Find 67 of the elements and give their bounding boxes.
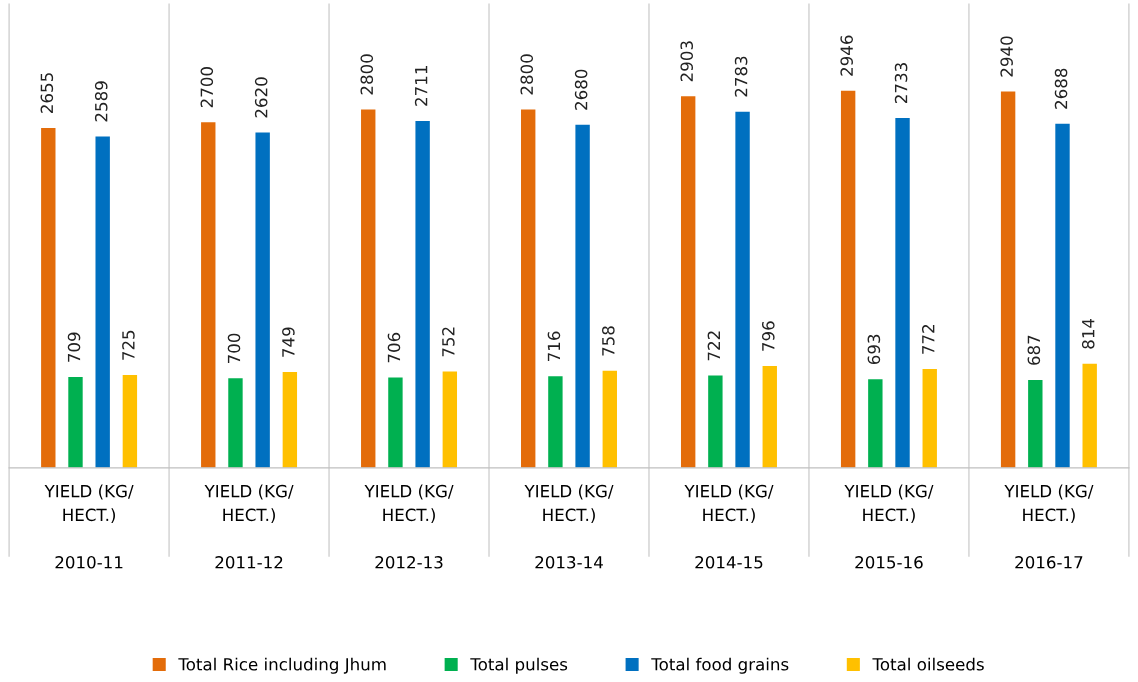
category-label: YIELD (KG/ HECT.) 2010-11 <box>44 484 134 569</box>
data-label: 2589 <box>94 81 108 122</box>
data-label: 752 <box>442 327 455 357</box>
category-label: YIELD (KG/ HECT.) 2014-15 <box>684 484 774 569</box>
data-label: 758 <box>602 326 615 356</box>
legend-label: Total pulses <box>470 657 568 674</box>
bar <box>895 118 910 468</box>
data-label: 2783 <box>734 56 748 97</box>
legend-label: Total oilseeds <box>872 657 984 671</box>
bar <box>201 122 216 468</box>
data-label: 2711 <box>414 66 428 106</box>
bar <box>361 109 376 468</box>
bar <box>602 370 617 468</box>
bar <box>442 371 458 468</box>
data-label: 749 <box>282 327 295 357</box>
bar <box>868 379 883 468</box>
bar <box>41 128 56 468</box>
bar <box>68 377 83 468</box>
data-label: 2940 <box>1000 36 1013 77</box>
category-label: YIELD (KG/ HECT.) 2015-16 <box>844 484 934 569</box>
category-label: YIELD (KG/ HECT.) 2012-13 <box>364 484 454 569</box>
bar <box>1000 91 1016 468</box>
bar <box>388 377 403 468</box>
data-label: 2946 <box>840 35 853 76</box>
bar <box>1082 363 1097 468</box>
data-label: 2733 <box>894 63 908 103</box>
bar <box>95 136 110 468</box>
bar <box>680 96 696 468</box>
category-label: YIELD (KG/ HECT.) 2016-17 <box>1004 484 1094 569</box>
data-label: 709 <box>67 332 81 362</box>
data-label: 700 <box>227 333 241 364</box>
data-label: 725 <box>122 330 135 360</box>
data-label: 722 <box>707 331 720 361</box>
bar <box>228 378 243 468</box>
bar <box>548 376 563 468</box>
data-label: 814 <box>1081 318 1095 349</box>
bar <box>708 375 723 468</box>
data-label: 2700 <box>200 67 214 108</box>
legend-label: Total food grains <box>651 657 789 674</box>
category-label: YIELD (KG/ HECT.) 2011-12 <box>204 484 294 569</box>
legend-label: Total Rice including Jhum <box>178 657 386 674</box>
data-label: 2680 <box>574 69 588 110</box>
bar <box>1055 123 1070 468</box>
bar <box>840 90 856 468</box>
data-label: 772 <box>921 325 935 354</box>
data-label: 2800 <box>520 54 534 95</box>
data-label: 716 <box>547 331 561 361</box>
data-label: 2903 <box>680 41 694 82</box>
bar <box>922 369 937 468</box>
data-label: 693 <box>867 334 881 365</box>
bar <box>122 375 138 468</box>
bar <box>255 132 270 468</box>
bar <box>1028 379 1043 468</box>
bar <box>735 111 750 468</box>
data-label: 2620 <box>254 77 268 118</box>
data-label: 2688 <box>1054 68 1068 109</box>
data-label: 2655 <box>40 73 54 113</box>
bar <box>575 124 590 468</box>
data-label: 796 <box>761 321 775 351</box>
bar <box>521 109 536 468</box>
category-label: YIELD (KG/ HECT.) 2013-14 <box>524 484 614 569</box>
data-label: 706 <box>387 332 401 363</box>
data-label: 687 <box>1027 335 1041 365</box>
data-label: 2800 <box>360 54 374 95</box>
bar <box>415 120 430 468</box>
bar <box>762 365 777 468</box>
bar <box>282 371 298 468</box>
